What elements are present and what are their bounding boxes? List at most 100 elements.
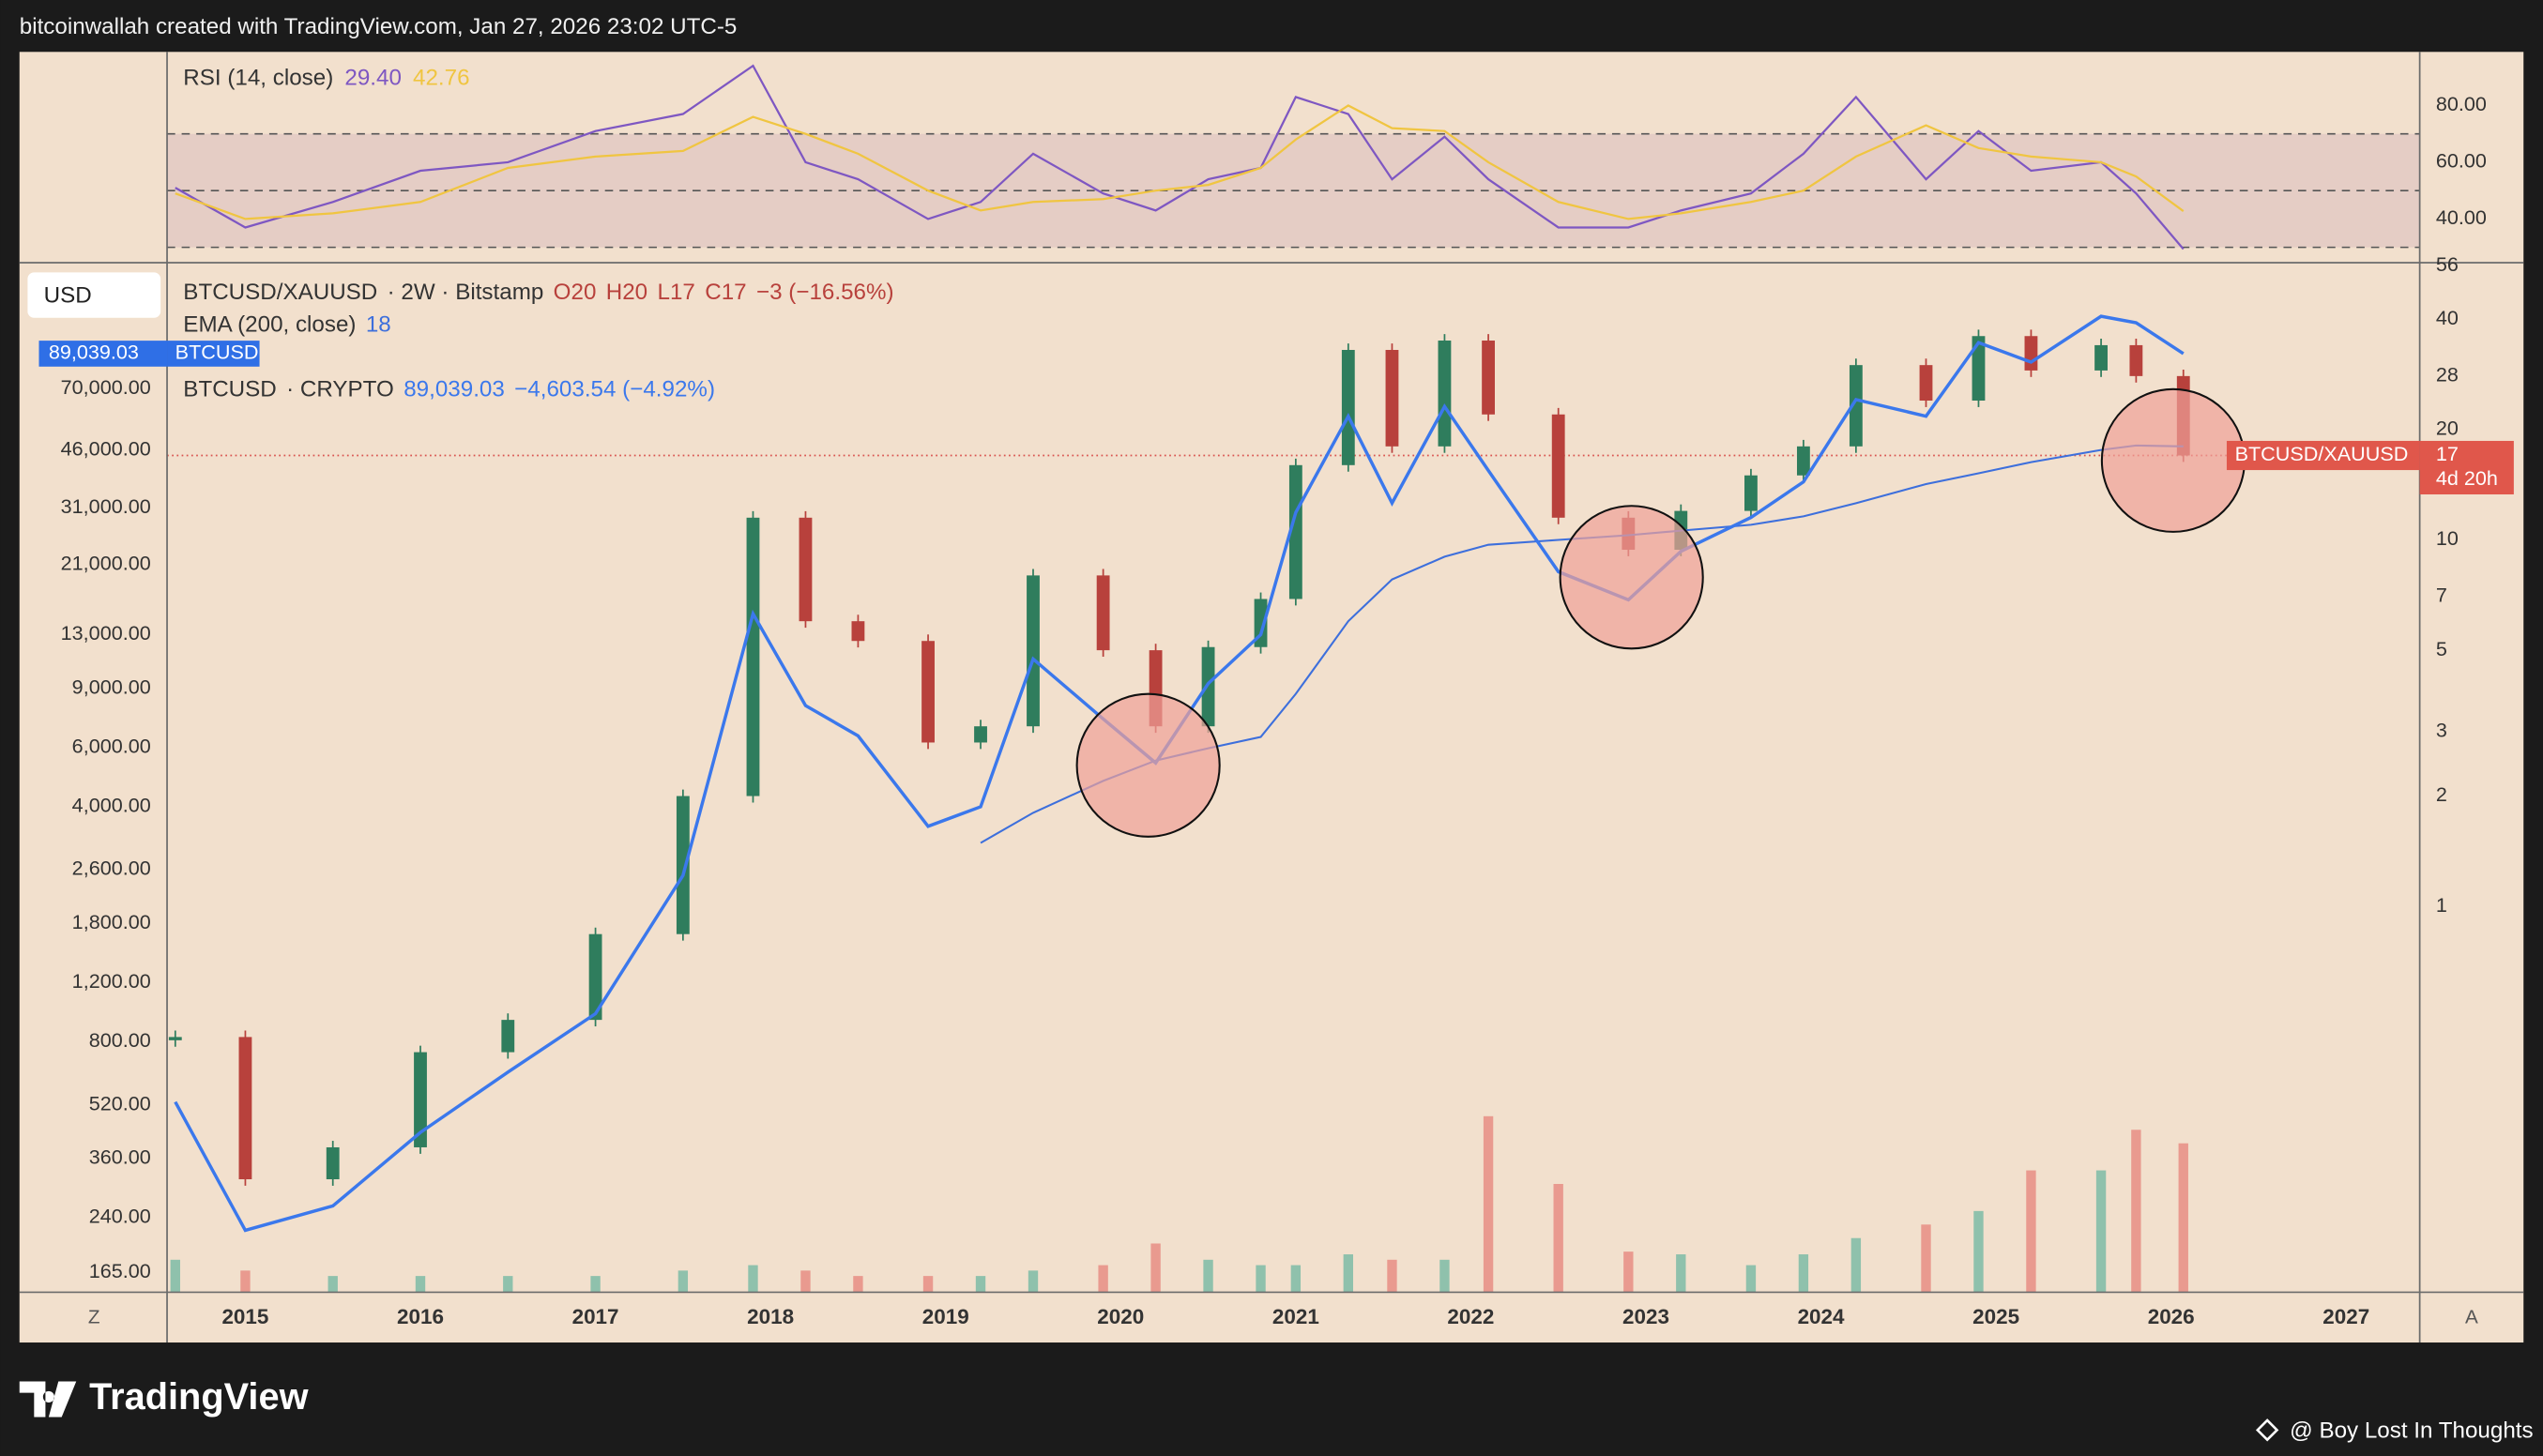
legend-item: 18 [366,312,391,338]
candle-body [1482,341,1495,415]
legend-item: · CRYPTO [286,377,394,402]
ratio-price-tag [2419,440,2514,494]
x-tick-label: 2027 [2322,1305,2369,1328]
volume-bar [1343,1254,1354,1293]
legend-item: · 2W · Bitstamp [388,280,544,305]
y-tick-label: 4,000.00 [72,794,151,817]
volume-bar [1798,1254,1809,1293]
legend-item: O20 [554,280,597,305]
y2-tick-label: 1 [2436,893,2447,917]
volume-bar [503,1276,513,1293]
candle-body [676,796,690,934]
volume-bar [1150,1243,1161,1293]
currency-label[interactable]: USD [44,283,92,309]
series-line [174,314,2185,1233]
candle-body [1438,341,1452,447]
btc-name-tag [167,341,260,367]
y-tick-label: 1,800.00 [72,910,151,933]
y-tick-label: 31,000.00 [61,494,151,518]
annotations [1075,387,2246,838]
volume-bar [748,1265,758,1293]
volume-bar [1921,1224,1931,1293]
brand-logo [19,1381,77,1418]
legend-item: C17 [705,280,746,305]
y2-tick-label: 7 [2436,584,2447,607]
highlight-circle [1075,692,1221,838]
candle-body [326,1146,340,1180]
volume-bar [975,1276,986,1293]
legend: BTCUSD/XAUUSD · 2W · Bitstamp O20 H20 L17 C17… [183,280,893,305]
y-tick-label: 6,000.00 [72,735,151,758]
volume-bar [2131,1130,2141,1293]
legend-item: 29.40 [344,66,402,91]
candle-body [746,517,760,796]
x-tick-label: 2016 [397,1305,444,1328]
volume-bar [800,1270,811,1293]
legend: EMA (200, close) 18 [183,312,390,338]
author-icon [2255,1418,2279,1442]
legend-item: RSI (14, close) [183,66,333,91]
y-tick-label: 70,000.00 [61,375,151,399]
legend-item: EMA (200, close) [183,312,356,338]
legend-item: −3 (−16.56%) [756,280,894,305]
y2-tick-label: 40 [2436,306,2459,329]
candle-body [238,1037,252,1180]
btc-price-tag [38,341,168,367]
y-tick-label: 240.00 [89,1205,151,1228]
x-tick-label: 2024 [1798,1305,1845,1328]
volume-bar [1203,1259,1213,1293]
x-tick-label: 2026 [2148,1305,2195,1328]
volume-bar [327,1276,338,1293]
candle-body [1796,446,1810,476]
volume-bar [170,1259,180,1293]
y2-tick-label: 5 [2436,637,2447,660]
x-tick-label: 2020 [1097,1305,1144,1328]
y2-tick-label: 28 [2436,363,2459,387]
currency-button[interactable] [27,272,161,318]
x-tick-label: 2022 [1447,1305,1494,1328]
volume-bar [1623,1251,1634,1293]
volume-bar [1439,1259,1450,1293]
volume-bar [1256,1265,1266,1293]
y2-tick-label: 56 [2436,252,2459,276]
log-button[interactable]: Z [88,1307,100,1328]
candle-body [2129,344,2143,376]
volume-bar [1973,1210,1984,1293]
volume-bar [2026,1170,2036,1293]
y-tick-label: 165.00 [89,1259,151,1282]
y2-tick-label: 2 [2436,782,2447,806]
candle-body [799,517,813,622]
ratio-name-tag [2226,440,2420,471]
auto-button[interactable]: A [2465,1307,2478,1328]
y2-tick-label: 3 [2436,718,2447,741]
legend-item: −4,603.54 (−4.92%) [514,377,715,402]
rsi-legend: RSI (14, close) 29.40 42.76 [183,66,469,91]
candle-body [921,641,935,743]
candle-body [1341,349,1355,465]
volume-bar [1745,1265,1757,1293]
volume-bar [678,1270,689,1293]
candle-body [851,621,865,642]
candle-body [414,1052,427,1147]
rsi-tick-label: 80.00 [2436,92,2487,115]
x-tick-label: 2019 [922,1305,969,1328]
legend: BTCUSD · CRYPTO 89,039.03 −4,603.54 (−4.92%… [183,377,715,402]
chart-area [19,52,2524,1343]
rsi-line [175,64,2185,250]
volume-bar [590,1276,601,1293]
volume-bar [1483,1115,1494,1293]
rsi-line [175,104,2185,220]
ratio-price-text: 17 [2436,442,2459,465]
candle-body [1972,336,1986,402]
brand-name: TradingView [89,1376,308,1418]
axes: 40.00 60.00 80.00 165.00 240.00 360.00 520.00 8… [19,52,2524,1343]
rsi-tick-label: 60.00 [2436,149,2487,173]
y-tick-label: 1,200.00 [72,969,151,993]
y-tick-label: 360.00 [89,1145,151,1169]
candle-body [1027,575,1040,727]
volume-bar [1676,1254,1686,1293]
volume-bar [1850,1237,1862,1293]
candle-body [974,726,987,743]
candle-body [1096,575,1110,651]
